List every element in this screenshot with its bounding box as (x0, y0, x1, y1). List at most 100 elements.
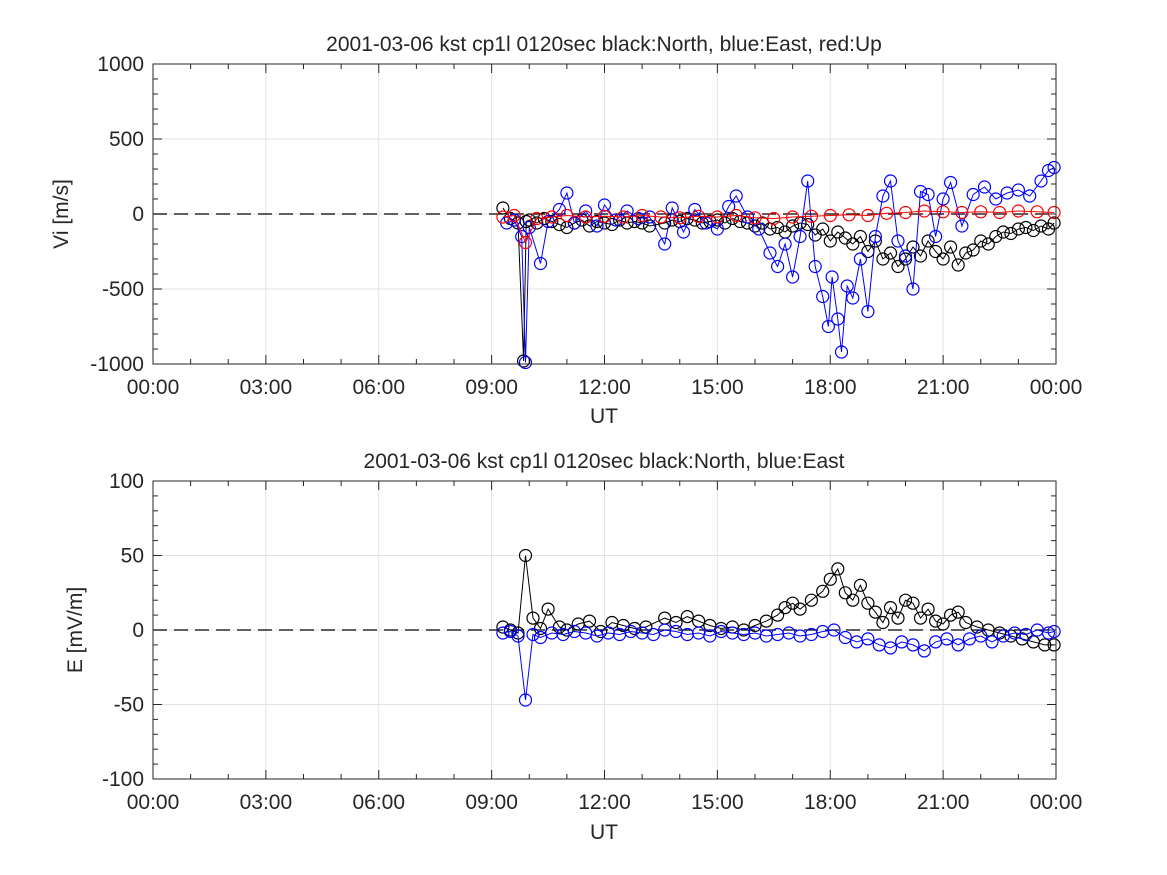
data-point (703, 629, 717, 643)
data-point (853, 578, 868, 592)
data-point (921, 234, 935, 248)
data-point (748, 618, 762, 633)
data-point (838, 630, 852, 645)
data-point (612, 213, 627, 227)
data-point (526, 611, 540, 625)
data-point (974, 205, 988, 219)
data-point (545, 214, 559, 229)
data-point (913, 611, 928, 625)
data-point (763, 246, 777, 260)
data-point (680, 609, 694, 624)
y-tick-label: -1000 (90, 353, 144, 376)
data-point (582, 219, 597, 233)
data-point (759, 614, 773, 628)
x-tick-label: 03:00 (240, 376, 293, 399)
data-point (917, 644, 931, 658)
data-point (906, 240, 920, 254)
data-point (631, 211, 646, 226)
data-point (1030, 205, 1044, 219)
data-point (1047, 160, 1061, 175)
data-point (642, 219, 657, 233)
x-tick-label: 00:00 (127, 376, 180, 399)
data-point (989, 229, 1003, 244)
data-point (898, 593, 913, 607)
data-point (838, 586, 852, 600)
y-axis-label-efield: E [mV/m] (64, 587, 87, 673)
data-point (1023, 189, 1037, 203)
series-east (496, 623, 1061, 707)
data-point (526, 627, 540, 642)
data-point (785, 210, 800, 224)
data-point (955, 205, 969, 220)
y-tick-label: 50 (121, 545, 144, 568)
data-point (861, 208, 875, 223)
data-point (560, 208, 574, 223)
data-point (658, 237, 672, 251)
data-point (861, 304, 875, 319)
data-point (846, 291, 860, 305)
data-point (853, 252, 868, 266)
data-point (842, 208, 856, 222)
x-tick-label: 00:00 (1030, 791, 1083, 814)
data-point (793, 602, 807, 616)
data-point (567, 216, 582, 230)
data-point (940, 632, 954, 646)
data-point (590, 214, 604, 229)
data-point (989, 192, 1003, 206)
data-point (1041, 626, 1056, 640)
data-point (778, 237, 792, 251)
data-point (936, 617, 950, 631)
data-point (853, 229, 868, 244)
y-tick-labels: 100 50 0 -50 -100 (102, 470, 144, 791)
series-north (496, 548, 1061, 652)
x-tick-label: 00:00 (127, 791, 180, 814)
y-tick-label: 500 (109, 128, 144, 151)
plot-area-efield: 00:00 03:00 06:00 09:00 12:00 15:00 18:00 21:00… (102, 470, 1082, 814)
data-point (868, 229, 883, 244)
data-point (861, 632, 875, 646)
data-point (1019, 627, 1033, 642)
data-point (533, 630, 548, 645)
data-point (785, 270, 800, 284)
data-point (590, 219, 604, 233)
data-point (928, 229, 943, 244)
data-point (503, 624, 517, 639)
data-point (951, 638, 965, 652)
x-tick-label: 12:00 (578, 376, 631, 399)
data-point (725, 211, 740, 226)
data-point (823, 208, 837, 223)
data-point (518, 235, 533, 250)
data-point (928, 614, 943, 628)
data-point (906, 596, 920, 610)
data-point (825, 270, 839, 284)
y-tick-label: -500 (102, 278, 144, 301)
x-tick-label: 15:00 (691, 791, 744, 814)
data-point (1026, 223, 1041, 238)
data-point (1038, 638, 1052, 652)
series-line (502, 210, 1055, 244)
data-point (748, 211, 762, 225)
data-point (906, 638, 920, 652)
data-point (992, 205, 1007, 220)
data-point (748, 219, 762, 233)
y-tick-label: 100 (109, 470, 144, 493)
data-point (691, 209, 706, 223)
data-point (654, 210, 668, 224)
data-point (898, 205, 913, 220)
chart-title-velocity: 2001-03-06 kst cp1l 0120sec black:North,… (326, 33, 882, 56)
data-point (518, 548, 533, 563)
data-point (804, 593, 819, 607)
data-point (831, 312, 845, 326)
data-point (582, 614, 597, 628)
y-tick-label: -100 (102, 768, 144, 791)
x-tick-label: 00:00 (1030, 376, 1083, 399)
x-tick-label: 18:00 (804, 791, 857, 814)
x-tick-label: 12:00 (578, 791, 631, 814)
x-tick-label: 09:00 (465, 376, 518, 399)
data-point (729, 189, 743, 203)
data-point (981, 237, 995, 251)
data-point (996, 225, 1010, 239)
data-point (541, 602, 555, 616)
data-point (545, 210, 559, 224)
data-point (594, 624, 608, 639)
